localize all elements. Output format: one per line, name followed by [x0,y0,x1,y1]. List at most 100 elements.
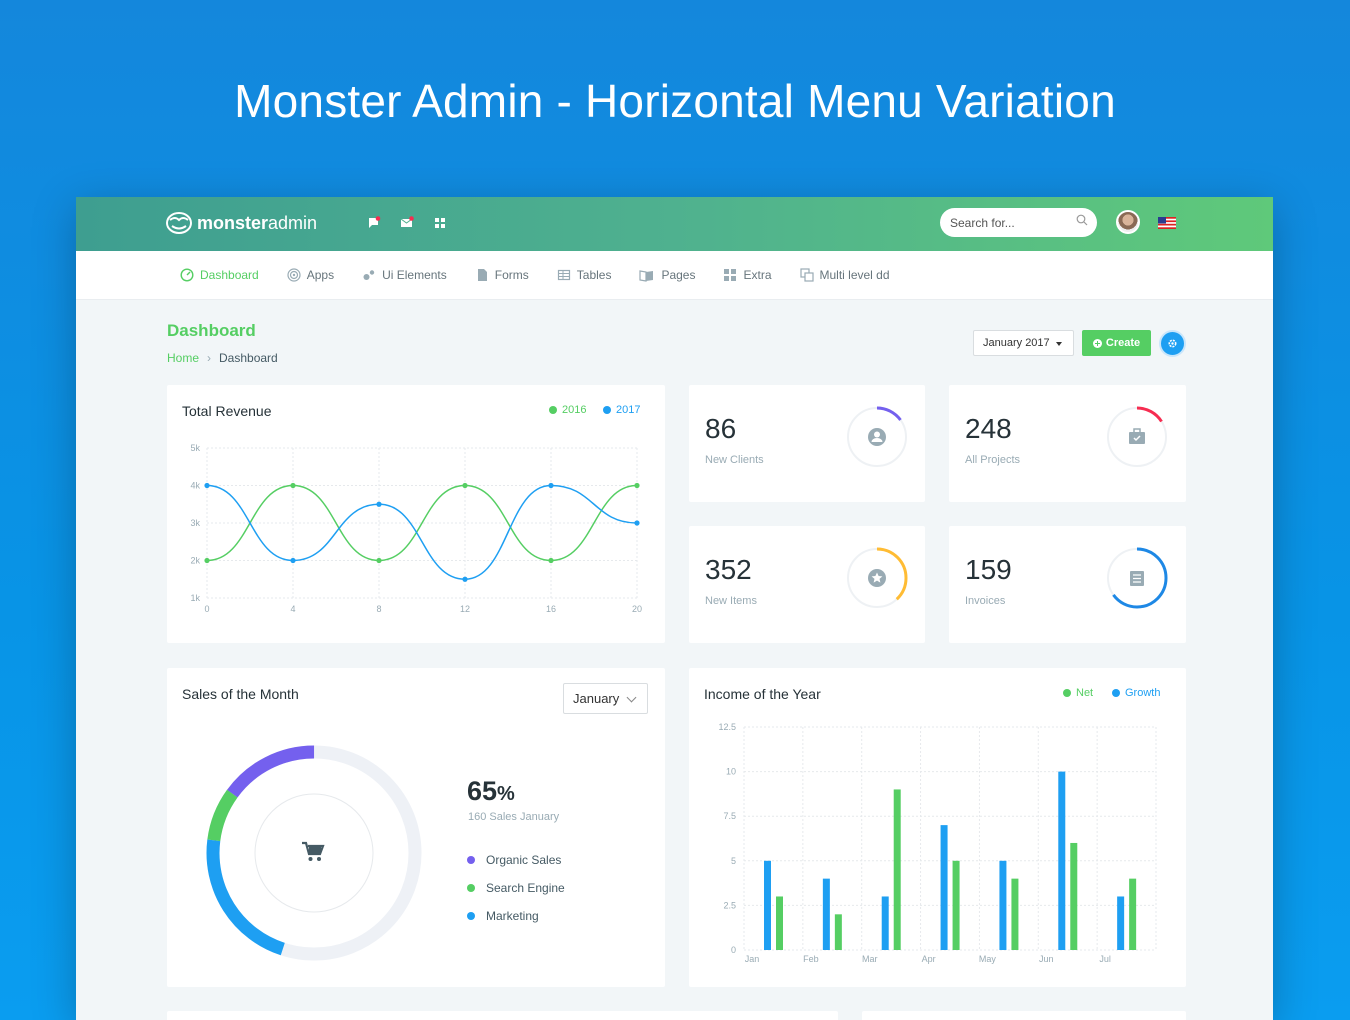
x-tick-label: 12 [460,604,470,614]
stat-value: 352 [705,554,752,585]
data-point [548,482,554,489]
x-tick-label: 8 [376,604,381,614]
copy-icon [799,268,814,282]
brand-bold: monster [197,212,269,233]
stat-label: Invoices [965,595,1006,607]
nav-item-pages[interactable]: Pages [639,268,695,282]
nav-item-tables[interactable]: Tables [557,268,612,282]
table-icon [557,269,570,281]
us-flag-icon[interactable] [1158,217,1176,229]
user-icon [868,428,886,446]
nav-label: Tables [576,268,612,282]
donut-inner-ring [254,793,374,913]
legend-dot [549,406,557,414]
create-button[interactable]: Create [1082,330,1151,356]
horizontal-menu: Dashboard Apps Ui Elements Forms Tables … [76,251,1273,300]
user-avatar[interactable] [1116,210,1140,234]
bar-growth [1070,842,1078,950]
y-tick-label: 7.5 [723,811,736,821]
sales-donut-chart [206,745,422,961]
page-title: Dashboard [167,321,256,340]
y-tick-label: 5k [190,443,200,453]
gauge-icon [180,268,194,282]
nav-label: Multi level dd [819,268,890,282]
stat-card-invoices: 159 Invoices [949,526,1186,643]
nav-item-multi-level[interactable]: Multi level dd [799,268,890,282]
page-header: Dashboard Home › Dashboard [167,321,278,365]
nav-item-apps[interactable]: Apps [287,268,334,282]
bar-growth [893,789,901,950]
y-tick-label: 0 [731,945,736,955]
legend-net: Net [1063,687,1093,699]
revenue-card: Total Revenue 2016 2017 1k 2k 3k 4k 5k 0 4 8 12 1… [167,385,665,643]
flag-notification-icon[interactable] [367,216,381,230]
y-tick-label: 4k [190,481,200,491]
legend-label: Organic Sales [486,853,562,867]
search-icon[interactable] [1076,214,1088,226]
y-tick-label: 12.5 [718,722,736,732]
briefcase-icon [1129,428,1145,444]
stat-label: New Clients [705,454,764,466]
mail-icon[interactable] [400,216,414,230]
legend-dot [1112,689,1120,697]
stat-ring [1106,406,1168,468]
nav-label: Forms [494,268,529,282]
nav-item-ui-elements[interactable]: Ui Elements [362,268,447,282]
bar-net [822,878,830,950]
x-tick-label: Jun [1039,954,1054,964]
plus-circle-icon [1092,338,1102,348]
sales-legend-search: Search Engine [467,881,565,895]
grid-icon [724,269,737,281]
revenue-title: Total Revenue [182,403,272,419]
sales-legend-organic: Organic Sales [467,853,561,867]
nav-item-extra[interactable]: Extra [723,268,772,282]
x-tick-label: Apr [922,954,936,964]
sales-card: Sales of the Month January 65% 160 Sales… [167,668,665,987]
brand-logo[interactable]: monster admin [166,211,317,235]
nav-item-dashboard[interactable]: Dashboard [180,268,259,282]
donut-slice [206,745,422,961]
legend-label: 2017 [616,404,641,416]
settings-button[interactable] [1159,330,1186,357]
stat-ring-progress [1106,547,1168,609]
legend-dot [467,856,475,864]
data-point [290,557,296,564]
target-icon [287,268,301,282]
cart-icon [302,841,325,861]
legend-label: Growth [1125,687,1161,699]
stat-ring-progress [1106,406,1168,468]
apps-grid-icon[interactable] [433,216,447,230]
stat-value: 248 [965,413,1012,444]
data-point [548,557,554,564]
bar-growth [776,896,783,950]
stat-ring-progress [846,547,908,609]
legend-dot [467,884,475,892]
brand-light: admin [268,212,318,233]
create-label: Create [1105,337,1141,349]
x-tick-label: 0 [204,604,209,614]
breadcrumb: Home › Dashboard [167,351,278,365]
legend-dot [603,406,611,414]
bar-net [1058,771,1066,950]
legend-label: Search Engine [486,881,565,895]
x-tick-label: Feb [803,954,819,964]
bottom-card-left [167,1011,838,1020]
data-point [376,557,382,564]
search-input[interactable] [940,208,1097,237]
data-point [204,557,210,564]
stat-card-all-projects: 248 All Projects [949,385,1186,502]
sales-subtitle: 160 Sales January [468,811,560,823]
breadcrumb-home[interactable]: Home [167,351,200,365]
x-tick-label: Mar [862,954,878,964]
stat-value: 159 [965,554,1012,585]
stat-ring [846,547,908,609]
sales-month-dropdown[interactable]: January [563,683,648,714]
data-point [204,482,210,489]
month-dropdown[interactable]: January 2017 [973,330,1074,356]
bar-net [764,860,771,950]
star-icon [868,569,886,587]
nav-item-forms[interactable]: Forms [475,268,529,282]
bar-growth [834,914,842,950]
income-card: Income of the Year Net Growth 0 2.5 5 7.5 10… [689,668,1186,987]
